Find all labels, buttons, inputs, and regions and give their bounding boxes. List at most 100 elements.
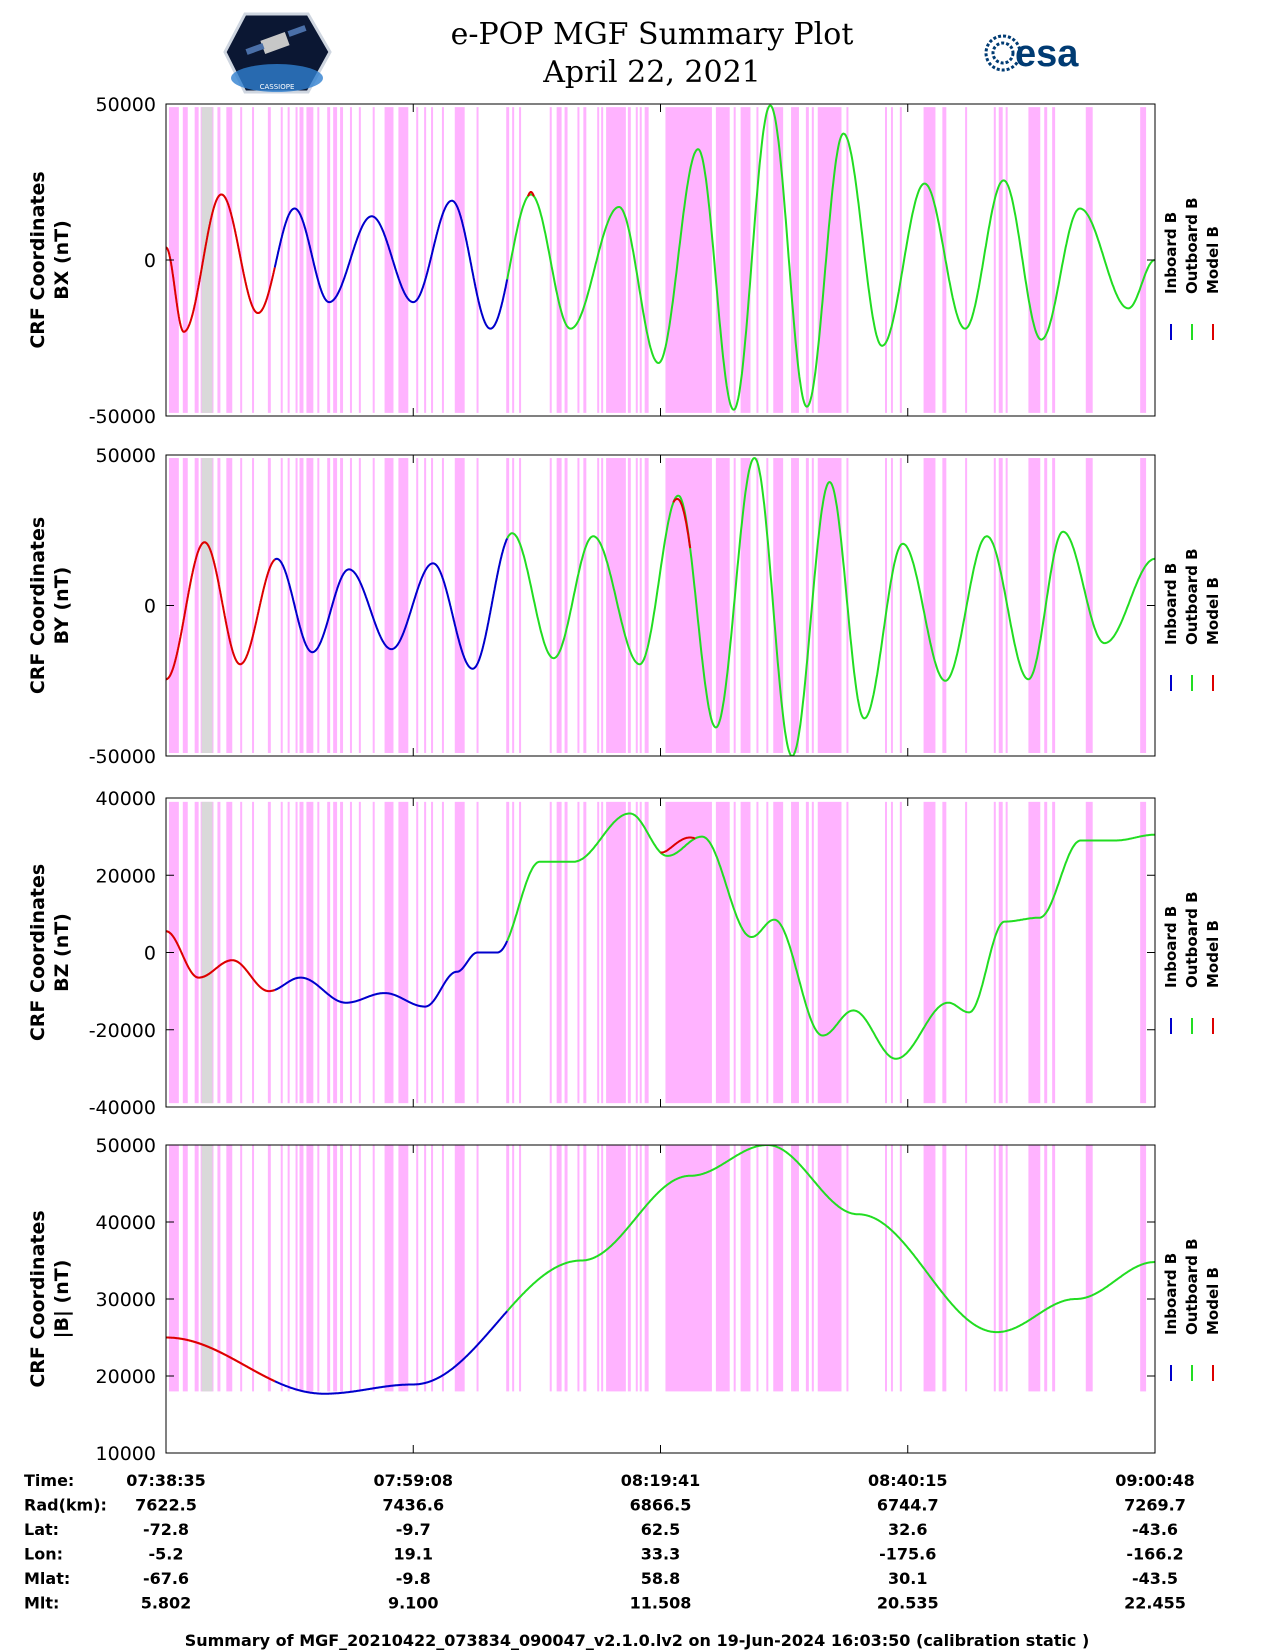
shaded-interval	[890, 1145, 893, 1392]
y-axis-label: CRF Coordinates BZ (nT)	[27, 864, 73, 1041]
shaded-interval	[476, 107, 479, 413]
shaded-interval	[556, 458, 562, 753]
shaded-interval	[333, 1145, 338, 1392]
shaded-interval	[182, 801, 188, 1104]
shaded-interval	[306, 107, 314, 413]
shaded-interval	[333, 107, 338, 413]
shaded-interval	[416, 1145, 419, 1392]
plot-title: e-POP MGF Summary Plot	[451, 17, 854, 52]
y-tick-label: 10000	[96, 1443, 156, 1465]
legend-label-model: Model B	[1204, 577, 1222, 645]
shaded-interval	[773, 107, 784, 413]
shaded-interval	[240, 1145, 243, 1392]
shaded-interval	[384, 107, 394, 413]
legend-label-model: Model B	[1204, 920, 1222, 988]
shaded-interval	[923, 458, 936, 753]
table-cell: 08:19:41	[621, 1471, 701, 1490]
shaded-interval	[766, 458, 769, 753]
shaded-interval	[1005, 107, 1008, 413]
series-line-model	[166, 1336, 276, 1383]
shaded-interval	[715, 1145, 730, 1392]
shaded-interval	[317, 801, 320, 1104]
shaded-interval	[601, 1145, 604, 1392]
shaded-interval	[280, 1145, 283, 1392]
series-line-outboard	[506, 812, 1155, 1060]
legend-label-outboard: Outboard B	[1183, 197, 1201, 294]
y-tick-label: 50000	[96, 445, 156, 467]
series-line-inboard	[274, 940, 509, 1008]
gray-interval	[201, 107, 213, 413]
y-tick-label: 50000	[96, 94, 156, 116]
shaded-interval	[627, 458, 631, 753]
shaded-interval	[267, 107, 271, 413]
shaded-interval	[441, 1145, 444, 1392]
shaded-interval	[431, 1145, 434, 1392]
shaded-interval	[424, 107, 427, 413]
shaded-interval	[549, 458, 552, 753]
shaded-interval	[287, 107, 290, 413]
shaded-interval	[252, 458, 255, 753]
gray-interval	[201, 458, 213, 753]
shaded-interval	[942, 1145, 947, 1392]
shaded-interval	[441, 801, 444, 1104]
shaded-interval	[998, 801, 1003, 1104]
shaded-interval	[317, 1145, 320, 1392]
shaded-interval	[885, 1145, 888, 1392]
table-cell: 30.1	[888, 1569, 927, 1588]
shaded-interval	[635, 458, 638, 753]
shaded-interval	[817, 1145, 842, 1392]
shaded-interval	[168, 1145, 179, 1392]
y-tick-label: 30000	[96, 1289, 156, 1311]
plot-date: April 22, 2021	[542, 55, 761, 90]
shaded-interval	[280, 107, 283, 413]
shaded-interval	[639, 107, 642, 413]
y-tick-label: 50000	[96, 1135, 156, 1157]
shaded-interval	[733, 801, 736, 1104]
table-cell: -43.6	[1132, 1520, 1178, 1539]
shaded-interval	[194, 107, 199, 413]
shaded-interval	[384, 1145, 394, 1392]
table-cell: 7622.5	[135, 1496, 197, 1515]
shaded-interval	[1044, 107, 1048, 413]
shaded-interval	[665, 107, 712, 413]
shaded-interval	[226, 801, 233, 1104]
shaded-interval	[549, 801, 552, 1104]
shaded-interval	[923, 1145, 936, 1392]
cassiope-logo: CASSIOPE	[223, 12, 332, 94]
shaded-interval	[217, 107, 221, 413]
shaded-interval	[1052, 458, 1056, 753]
shaded-interval	[431, 107, 434, 413]
shaded-interval	[998, 1145, 1003, 1392]
shaded-interval	[416, 458, 419, 753]
y-tick-label: 0	[144, 250, 156, 272]
shaded-interval	[773, 1145, 784, 1392]
shaded-interval	[899, 801, 902, 1104]
shaded-interval	[639, 801, 642, 1104]
shaded-interval	[791, 1145, 799, 1392]
series-line-inboard	[274, 1310, 508, 1395]
y-tick-label: -50000	[89, 406, 156, 428]
shaded-interval	[372, 107, 375, 413]
y-tick-label: 0	[144, 596, 156, 618]
y-tick-label: 20000	[96, 865, 156, 887]
shaded-interval	[811, 1145, 814, 1392]
legend-label-outboard: Outboard B	[1183, 891, 1201, 988]
table-cell: -9.8	[396, 1569, 431, 1588]
shaded-interval	[1085, 107, 1093, 413]
series-line-model	[166, 541, 276, 681]
shaded-interval	[965, 107, 968, 413]
model-deviation-line	[672, 497, 692, 549]
shaded-interval	[299, 458, 304, 753]
shaded-interval	[597, 801, 600, 1104]
shaded-interval	[993, 1145, 996, 1392]
shaded-interval	[519, 107, 522, 413]
shaded-interval	[519, 1145, 522, 1392]
shaded-interval	[506, 801, 510, 1104]
shaded-interval	[340, 801, 344, 1104]
orbit-parameter-table: Time: 07:38:35 07:59:08 08:19:41 08:40:15 09:…	[24, 1471, 1195, 1613]
shaded-interval	[372, 1145, 375, 1392]
shaded-interval	[1140, 1145, 1147, 1392]
y-axis-label: CRF Coordinates BX (nT)	[27, 171, 73, 348]
shaded-interval	[627, 1145, 631, 1392]
shaded-interval	[1005, 801, 1008, 1104]
